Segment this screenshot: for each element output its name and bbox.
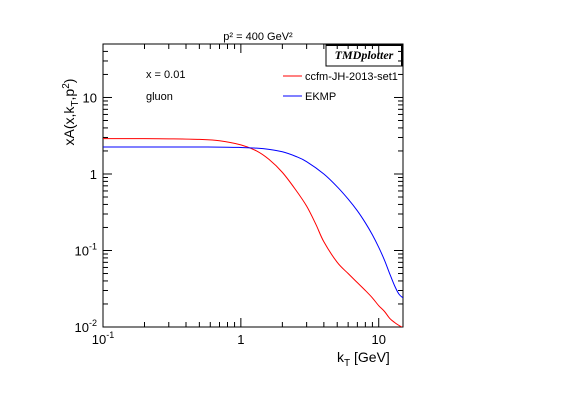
legend: ccfm-JH-2013-set1 EKMP [283, 71, 398, 103]
svg-text:TMDplotter: TMDplotter [335, 48, 394, 62]
x-tick-label: 1 [237, 332, 244, 347]
legend-label-ekmp: EKMP [305, 91, 336, 103]
annotation-x-value: x = 0.01 [146, 69, 185, 81]
y-tick-label: 10 [83, 90, 97, 105]
curves [103, 138, 403, 327]
annotation-parton: gluon [146, 91, 173, 103]
x-tick-label: 10-1 [92, 330, 114, 347]
chart-title: p² = 400 GeV² [223, 31, 293, 43]
plot-frame [102, 43, 404, 328]
y-tick-label: 10-1 [75, 241, 97, 258]
x-tick-label: 10 [371, 332, 385, 347]
y-tick-label: 10-2 [75, 318, 97, 335]
x-axis-label: kT [GeV] [337, 349, 390, 369]
y-tick-label: 1 [90, 167, 97, 182]
y-axis-label: xA(x,kT,p2) [61, 79, 81, 146]
legend-label-ccfm: ccfm-JH-2013-set1 [305, 71, 398, 83]
series-line-ccfm [103, 138, 403, 327]
series-line-ekmp [103, 146, 403, 299]
